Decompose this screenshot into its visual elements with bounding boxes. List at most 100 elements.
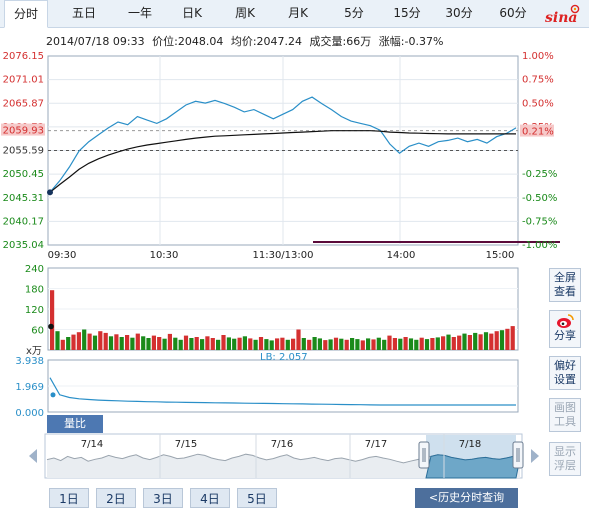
sina-logo-text: sina	[545, 10, 577, 26]
tab-daily-k[interactable]: 日K	[182, 6, 202, 20]
share-button[interactable]: 分享	[549, 310, 581, 348]
chart-axes: 2076.151.00%2071.010.75%2065.870.50%2060…	[1, 51, 557, 261]
time-tick-label: 11:30/13:00	[252, 250, 313, 261]
tab-60min[interactable]: 60分	[499, 6, 527, 20]
fullscreen-button[interactable]: 全屏 查看	[549, 268, 581, 302]
volume-bar	[414, 339, 419, 351]
pct-tick-label: -0.25%	[522, 169, 557, 180]
volume-bar	[183, 335, 189, 350]
tab-monthly-k[interactable]: 月K	[288, 6, 308, 20]
volume-bar	[285, 339, 290, 351]
volume-bar	[141, 336, 146, 350]
scroll-left-arrow-icon[interactable]	[26, 446, 40, 466]
volume-bar	[264, 339, 269, 350]
volume-bar	[307, 339, 312, 351]
navigator-area	[47, 454, 520, 478]
volume-bar	[344, 339, 349, 351]
prev-close-label: 2059.93	[3, 126, 44, 137]
volume-bar	[82, 329, 87, 350]
volume-bar	[76, 332, 81, 350]
quote-datetime: 2014/07/18 09:33	[46, 35, 145, 48]
preferences-label-1: 偏好	[554, 359, 576, 372]
volume-bar	[200, 339, 205, 350]
change-value: -0.37%	[404, 35, 444, 48]
lb-tick-label: 1.969	[15, 382, 44, 393]
weibo-icon	[557, 314, 574, 328]
navigator-right-handle[interactable]	[512, 441, 524, 469]
volume-bar	[296, 329, 301, 350]
volume-bar	[419, 337, 424, 350]
volume-ratio-tab[interactable]: 量比	[47, 415, 103, 433]
volume-bar	[376, 337, 381, 350]
ref-pct-badge	[520, 124, 554, 137]
tab-five-day[interactable]: 五日	[71, 6, 96, 20]
volume-bar	[87, 333, 92, 350]
volume-bar	[457, 335, 462, 350]
change-label: 涨幅:	[378, 35, 405, 48]
day-button-4[interactable]: 4日	[190, 488, 230, 508]
volume-bar	[446, 334, 451, 350]
volume-bar	[205, 336, 210, 350]
volume-bar	[119, 337, 124, 350]
tab-intraday[interactable]: 分时	[4, 0, 48, 28]
pct-tick-label: 0.75%	[522, 75, 554, 86]
volume-bar	[92, 335, 98, 350]
tab-one-year[interactable]: 一年	[127, 6, 152, 20]
volume-bar	[130, 337, 135, 350]
volume-bar	[50, 290, 55, 350]
scroll-right-arrow-icon[interactable]	[528, 446, 542, 466]
volume-bar	[108, 336, 114, 350]
volume-bar	[221, 335, 226, 350]
drawing-tools-button[interactable]: 画图 工具	[549, 398, 581, 432]
volume-label: 成交量:	[309, 35, 347, 48]
day-button-5[interactable]: 5日	[237, 488, 277, 508]
volume-bar	[494, 331, 499, 350]
volume-bar	[387, 335, 392, 350]
show-overlay-button[interactable]: 显示 浮层	[549, 442, 581, 476]
volume-bar	[237, 337, 242, 350]
sina-logo[interactable]: sina	[543, 2, 583, 26]
volume-bar	[301, 338, 306, 350]
tab-5min[interactable]: 5分	[344, 6, 364, 20]
volume-bar	[216, 339, 221, 351]
volume-bar	[66, 337, 71, 350]
volume-tick-label: 240	[25, 264, 44, 275]
volume-point-marker	[48, 323, 54, 330]
volume-bar	[258, 337, 264, 350]
tab-15min[interactable]: 15分	[393, 6, 421, 20]
volume-bar	[339, 338, 344, 350]
tab-30min[interactable]: 30分	[445, 6, 473, 20]
price-tick-label: 2076.15	[3, 51, 44, 62]
avg-label: 均价:	[230, 35, 257, 48]
price-tick-label: 2050.45	[3, 169, 44, 180]
volume-bar	[280, 337, 285, 350]
price-value: 2048.04	[177, 35, 224, 48]
price-tick-label: 2071.01	[3, 75, 44, 86]
volume-bar	[146, 338, 151, 350]
fullscreen-label-2: 查看	[554, 285, 576, 298]
volume-bar	[71, 334, 76, 350]
show-overlay-label-1: 显示	[554, 445, 576, 458]
lb-value-label: LB: 2.057	[260, 352, 308, 363]
volume-bar	[366, 338, 371, 350]
prev-close-badge	[1, 123, 45, 136]
day-button-3[interactable]: 3日	[143, 488, 183, 508]
drawing-tools-label-1: 画图	[554, 401, 576, 414]
lb-point-marker	[50, 392, 56, 398]
time-tick-label: 15:00	[486, 250, 515, 261]
volume-bar	[451, 337, 456, 350]
navigator-date-label: 7/15	[175, 439, 197, 450]
volume-bar	[483, 332, 489, 350]
history-query-button[interactable]: <历史分时查询	[415, 488, 518, 508]
volume-bar	[467, 335, 472, 350]
tab-weekly-k[interactable]: 周K	[235, 6, 255, 20]
navigator-left-handle[interactable]	[418, 441, 430, 469]
avg-series-line	[49, 130, 516, 193]
volume-ratio-panel: 3.938 1.969 0.000 LB: 2.057	[15, 352, 519, 419]
preferences-button[interactable]: 偏好 设置	[549, 356, 581, 390]
chart-tab-bar: 分时 五日 一年 日K 周K 月K 5分 15分 30分 60分 sina	[0, 0, 589, 28]
volume-bar	[167, 333, 172, 350]
day-button-2[interactable]: 2日	[96, 488, 136, 508]
day-button-1[interactable]: 1日	[49, 488, 89, 508]
